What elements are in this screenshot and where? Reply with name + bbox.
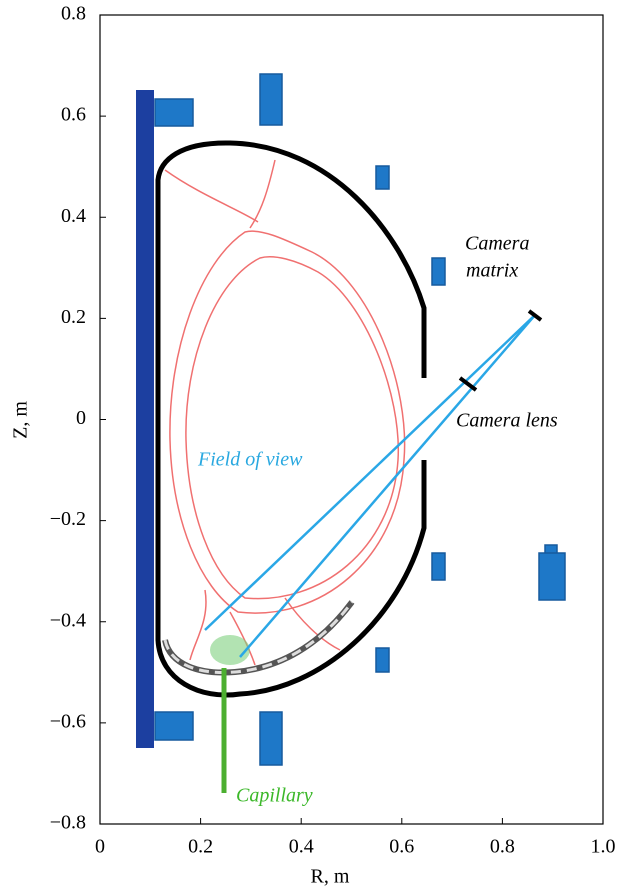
separatrix <box>169 230 406 614</box>
x-tick-label: 0.8 <box>490 836 515 858</box>
field-of-view-ray <box>204 314 536 631</box>
flux-surface <box>185 256 400 600</box>
y-axis-label: Z, m <box>10 401 32 439</box>
annotation: Camera <box>465 233 529 255</box>
y-tick-label: 0 <box>76 407 86 429</box>
coil <box>431 552 446 581</box>
y-tick-label: 0.2 <box>61 306 86 328</box>
x-tick-label: 1.0 <box>591 836 616 858</box>
camera-matrix <box>527 309 543 322</box>
coil <box>431 257 446 286</box>
coil <box>154 98 194 127</box>
annotation: Field of view <box>197 449 303 471</box>
y-tick-label: −0.8 <box>50 812 86 834</box>
coil <box>259 711 283 766</box>
y-tick-label: −0.2 <box>50 508 86 530</box>
annotation: Camera lens <box>456 410 558 432</box>
x-tick-label: 0.6 <box>389 836 414 858</box>
x-tick-label: 0.2 <box>188 836 213 858</box>
coil <box>375 165 390 190</box>
y-tick-label: 0.6 <box>61 104 86 126</box>
camera-lens <box>458 376 478 392</box>
coil <box>375 647 390 673</box>
y-tick-label: −0.4 <box>50 609 86 631</box>
x-axis-label: R, m <box>311 866 350 888</box>
coil <box>154 711 194 741</box>
y-tick-label: 0.8 <box>61 3 86 25</box>
machine-cross-section <box>136 73 566 793</box>
divertor-legs <box>164 159 276 229</box>
annotation: Capillary <box>236 785 313 807</box>
central-column <box>136 90 154 748</box>
divertor-plate <box>163 601 354 675</box>
x-tick-label: 0.4 <box>289 836 314 858</box>
y-tick-label: −0.6 <box>50 710 86 732</box>
y-tick-label: 0.4 <box>61 205 86 227</box>
emission-cloud <box>210 635 250 665</box>
coil <box>259 73 283 126</box>
annotation: matrix <box>466 260 518 282</box>
vacuum-vessel <box>155 140 427 698</box>
coil <box>538 552 566 601</box>
field-of-view-ray <box>239 314 536 658</box>
x-tick-label: 0 <box>95 836 105 858</box>
